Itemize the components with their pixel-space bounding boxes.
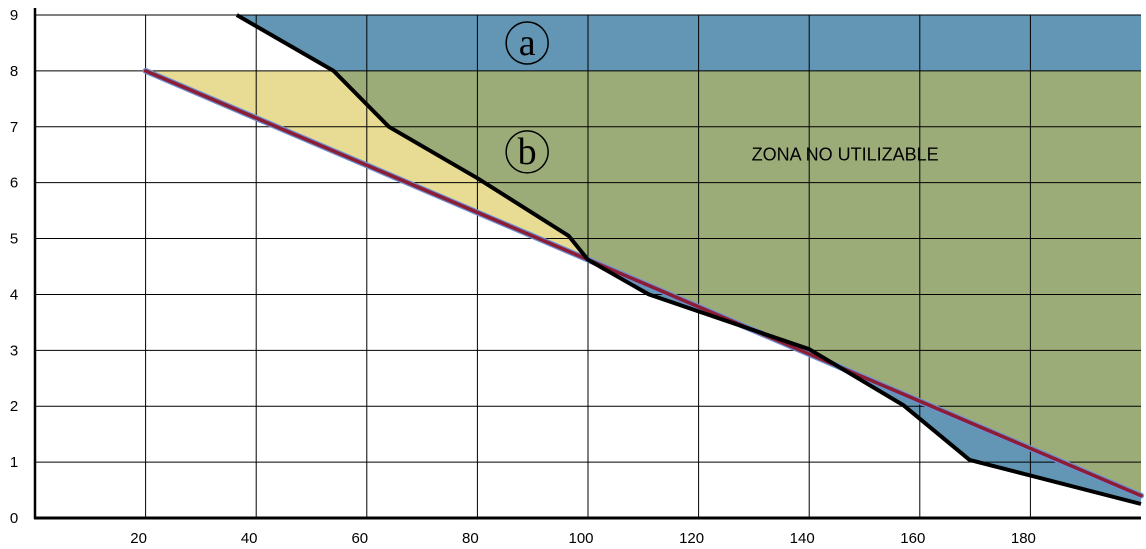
y-tick-label: 2 [10,398,18,415]
x-tick-label: 100 [568,530,593,547]
y-tick-label: 3 [10,342,18,359]
y-tick-label: 9 [10,7,18,24]
y-tick-label: 8 [10,63,18,80]
grid [35,14,1141,518]
y-tick-label: 6 [10,175,18,192]
y-tick-label: 4 [10,286,18,303]
x-tick-label: 80 [462,530,479,547]
zone-a-label-text: a [519,22,536,64]
zone-b-fill [333,70,1142,496]
zone-text: ZONA NO UTILIZABLE [752,145,939,165]
zone-a-label-circle [505,21,549,65]
y-tick-label: 5 [10,231,18,248]
tick-labels: 20 40 60 80 100 120 140 160 180 0 1 2 3 4 5 6 7 8 9 [10,7,1036,547]
x-tick-label: 140 [790,530,815,547]
x-tick-label: 160 [900,530,925,547]
x-tick-label: 60 [351,530,368,547]
x-tick-label: 180 [1011,530,1036,547]
annotations: a b ZONA NO UTILIZABLE [505,21,939,174]
zone-b-label-circle [505,130,549,174]
x-tick-label: 120 [679,530,704,547]
zone-b-label-text: b [518,131,537,173]
y-tick-label: 0 [10,510,18,527]
y-tick-label: 1 [10,454,18,471]
zone-a-fill [236,15,1142,71]
x-tick-label: 40 [241,530,258,547]
axes [33,8,1141,520]
x-tick-label: 20 [130,530,147,547]
black-boundary-line [235,13,1142,506]
red-line [143,69,1143,498]
series-lines [142,13,1144,506]
y-tick-label: 7 [10,119,18,136]
